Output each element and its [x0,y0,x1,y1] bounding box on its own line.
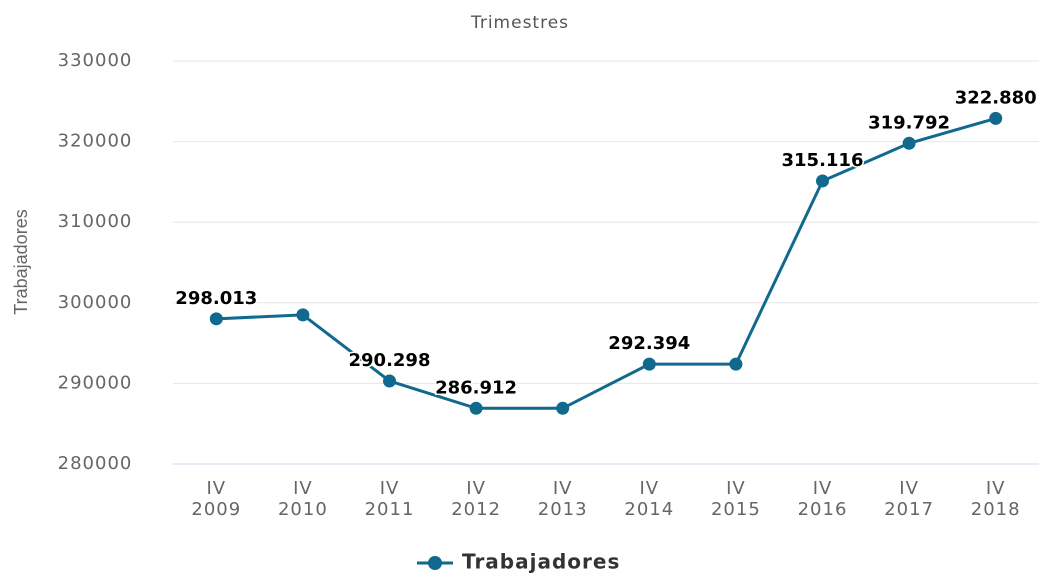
point [469,401,483,415]
x-tick-label: IV [466,478,486,499]
legend-label: Trabajadores [462,550,620,573]
chart-title: Trimestres [470,13,569,33]
data-label: 322.880 [955,87,1037,108]
legend-marker [428,556,442,570]
y-axis-label: Trabajadores [11,209,31,314]
x-tick-label: IV [206,478,226,499]
data-label: 292.394 [608,333,690,354]
point [642,357,656,371]
point [902,136,916,150]
x-tick-label: 2017 [884,499,934,520]
data-label: 315.116 [782,150,864,171]
point [816,174,829,188]
x-tick-label: 2010 [278,499,328,520]
x-tick-label: IV [553,478,573,499]
y-tick-label: 310000 [58,211,133,232]
x-tick-label: IV [899,478,919,499]
point [556,401,570,415]
x-tick-label: 2018 [971,499,1021,520]
x-tick-label: 2012 [451,499,501,520]
data-label: 286.912 [435,377,517,398]
point [296,308,310,322]
x-tick-label: 2016 [798,499,848,520]
x-tick-label: 2013 [538,499,588,520]
x-tick-label: IV [380,478,400,499]
x-tick-label: 2011 [365,499,415,520]
x-tick-label: IV [293,478,313,499]
x-tick-label: IV [986,478,1006,499]
y-tick-label: 300000 [58,292,133,313]
y-tick-label: 330000 [58,50,133,71]
data-label: 290.298 [349,350,431,371]
x-tick-label: IV [813,478,833,499]
data-label: 319.792 [868,112,950,133]
y-tick-label: 280000 [58,453,133,474]
y-tick-label: 290000 [58,372,133,393]
point [729,357,743,371]
point [383,374,396,388]
x-tick-label: 2014 [624,499,674,520]
point [209,312,223,326]
data-label: 298.013 [175,288,257,309]
line [216,116,997,410]
x-tick-label: 2015 [711,499,761,520]
point [989,111,1003,125]
x-tick-label: IV [726,478,746,499]
y-tick-label: 320000 [58,131,133,152]
x-tick-label: 2009 [191,499,241,520]
x-tick-label: IV [639,478,659,499]
